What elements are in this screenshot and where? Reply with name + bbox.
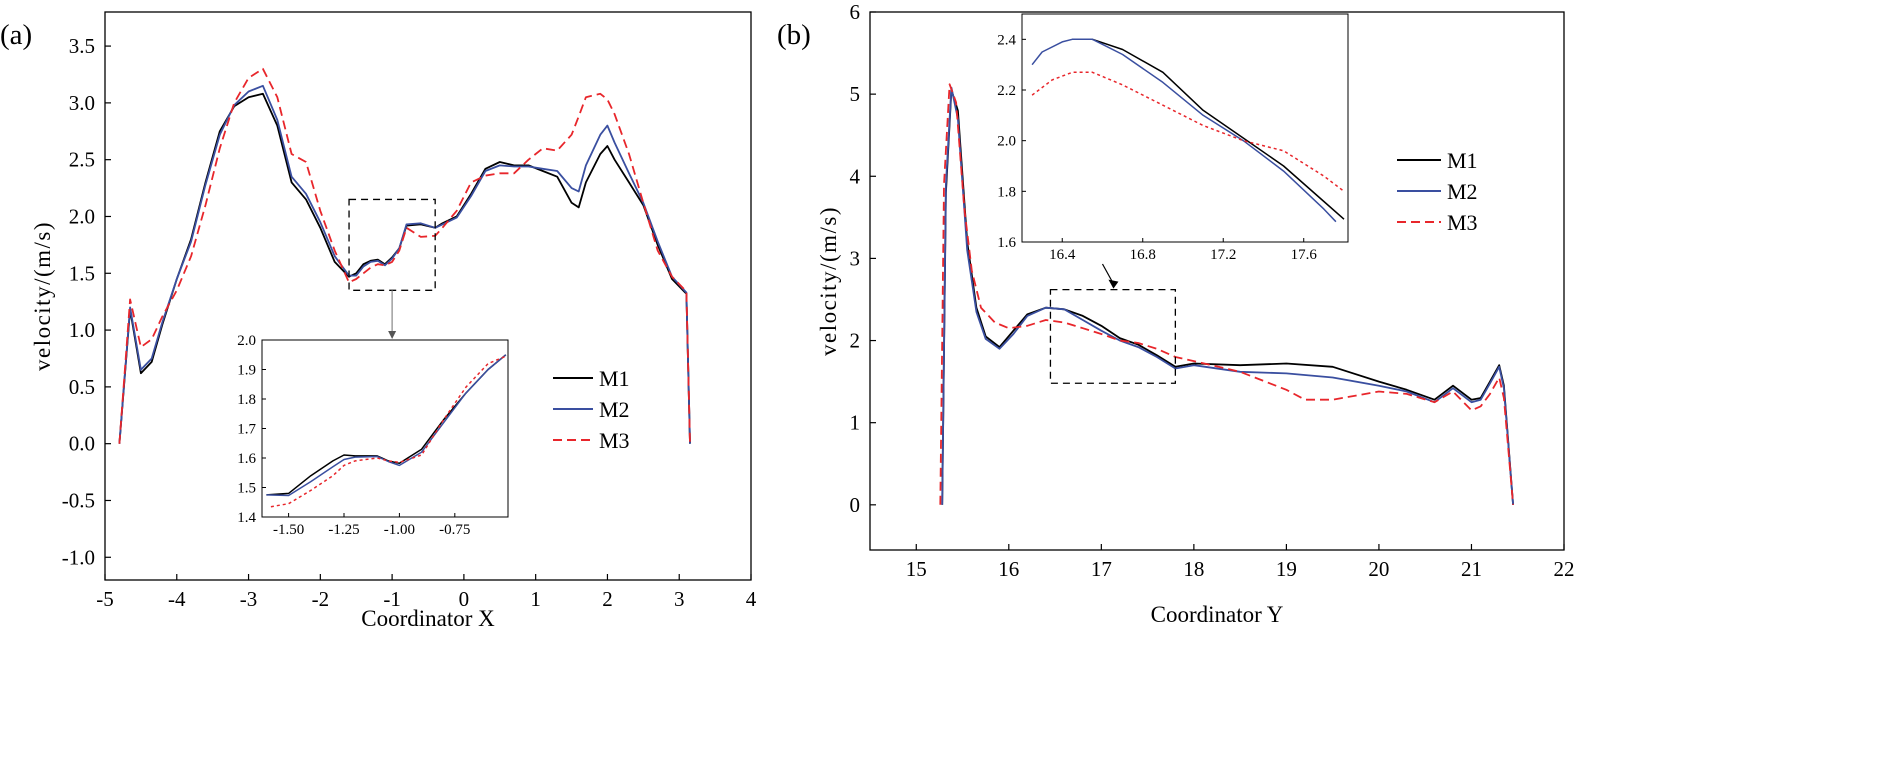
zoom-box [348,198,436,291]
x-tick-label: 18 [1183,557,1204,581]
legend-label-m1: M1 [1447,148,1478,173]
x-axis-label: Coordinator Y [1151,602,1284,627]
x-tick-label: 16 [998,557,1019,581]
y-axis-label: velocity/(m/s) [30,221,55,371]
y-tick-label: 4 [850,164,861,188]
y-tick-label: 1.5 [69,261,95,285]
inset-series-line-m2 [266,354,507,497]
inset-x-tick-label: 17.2 [1210,247,1236,263]
plot-frame [869,11,1565,551]
inset-x-tick-label: -1.00 [384,522,415,538]
y-tick-label: 2.0 [69,204,95,228]
chart-panel-a: (a) -5 -4 -3 -2 -1 0 1 2 3 4 -1.0 -0.5 0.0 0.5 1.0 1.5 2.… [0,11,757,631]
y-axis-label: velocity/(m/s) [816,206,841,356]
inset-y-tick-label: 1.6 [237,451,256,467]
inset-x-tick-label: -1.50 [273,522,304,538]
inset-y-tick-label: 1.7 [237,422,256,438]
x-tick-label: 15 [906,557,927,581]
y-tick-label: 5 [850,82,861,106]
y-tick-label: 1.0 [69,318,95,342]
x-tick-label: 4 [746,587,757,611]
y-tick-label: 0.5 [69,375,95,399]
legend-label-m1: M1 [599,366,630,391]
y-tick-label: 2 [850,329,861,353]
series-line-m2 [941,86,1514,505]
inset-y-tick-label: 1.8 [237,392,256,408]
inset-y-tick-label: 1.6 [997,235,1016,251]
zoom-connector-arrowhead [1108,279,1119,289]
zoom-box [1049,288,1177,384]
x-tick-label: 17 [1091,557,1112,581]
inset-y-tick-label: 1.4 [237,510,256,526]
inset-series-line-m3 [270,355,507,508]
inset-x-tick-label: 16.8 [1130,247,1156,263]
inset-frame [1021,13,1349,243]
x-tick-label: -4 [168,587,186,611]
x-tick-label: -2 [312,587,330,611]
y-tick-label: 3.5 [69,34,95,58]
inset-chart: -1.50 -1.25 -1.00 -0.75 1.4 1.5 1.6 1.7 1.8 1.9 2.… [237,333,509,538]
y-tick-label: -1.0 [62,545,95,569]
inset-chart: 16.4 16.8 17.2 17.6 1.6 1.8 2.0 2.2 2.4 [997,13,1349,263]
inset-frame [261,339,509,518]
x-tick-label: 3 [674,587,685,611]
inset-y-tick-label: 1.5 [237,481,256,497]
series-line-m3 [939,83,1514,505]
inset-x-tick-label: 17.6 [1291,247,1318,263]
legend-label-m2: M2 [599,397,630,422]
x-tick-label: 22 [1554,557,1575,581]
inset-y-tick-label: 1.8 [997,184,1016,200]
x-tick-label: -1 [383,587,401,611]
panel-label: (b) [777,19,811,51]
x-tick-label: 2 [602,587,613,611]
y-tick-label: 6 [850,0,861,24]
series-line-m3 [118,67,691,444]
inset-series-line-m1 [1072,38,1345,220]
y-tick-label: 0 [850,493,861,517]
legend-label-m2: M2 [1447,179,1478,204]
inset-series-line-m3 [1031,71,1345,192]
y-tick-label: 1 [850,411,861,435]
inset-y-tick-label: 1.9 [237,363,256,379]
inset-y-tick-label: 2.2 [997,83,1016,99]
x-tick-label: 21 [1461,557,1482,581]
inset-y-tick-label: 2.4 [997,32,1016,48]
inset-x-tick-label: 16.4 [1049,247,1076,263]
x-tick-label: -3 [240,587,258,611]
x-tick-label: 19 [1276,557,1297,581]
y-tick-label: 2.5 [69,148,95,172]
y-tick-label: -0.5 [62,488,95,512]
legend-label-m3: M3 [1447,210,1478,235]
x-tick-label: 20 [1368,557,1389,581]
series-line-m1 [941,89,1514,505]
zoom-connector-arrowhead [388,331,397,339]
plot-frame [104,11,752,581]
legend-label-m3: M3 [599,428,630,453]
inset-x-tick-label: -0.75 [439,522,470,538]
x-axis-label: Coordinator X [361,606,495,631]
inset-y-tick-label: 2.0 [997,134,1016,150]
inset-y-tick-label: 2.0 [237,333,256,349]
chart-panel-b: (b) 15 16 17 18 19 20 21 22 0 1 2 3 4 5 6 Coordinator Y v… [777,0,1575,627]
y-tick-label: 3.0 [69,91,95,115]
panel-label: (a) [0,19,32,51]
x-tick-label: -5 [96,587,114,611]
inset-x-tick-label: -1.25 [328,522,359,538]
x-tick-label: 1 [530,587,541,611]
y-tick-label: 3 [850,246,861,270]
x-tick-label: 0 [459,587,470,611]
inset-series-line-m2 [1031,38,1337,223]
y-tick-label: 0.0 [69,432,95,456]
